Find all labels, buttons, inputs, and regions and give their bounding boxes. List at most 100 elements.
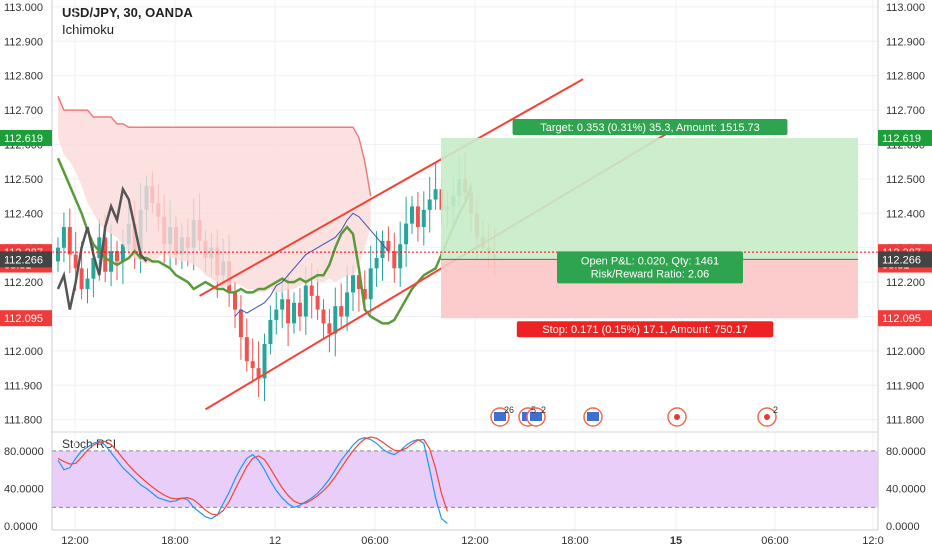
candle-body [85,278,90,289]
candle-body [79,268,84,289]
tenkan-sen [234,212,389,317]
stoch-tick-left: 0.0000 [4,521,38,533]
candle-body [398,244,403,269]
price-badge-left: 112.095 [4,313,43,325]
candle-body [286,299,291,324]
candle-body [67,227,72,255]
candle-body [427,199,432,210]
candle-body [73,254,78,269]
stoch-rsi-label[interactable]: Stoch RSI [62,437,117,451]
event-count: 2 [541,405,546,415]
event-count: 26 [504,405,514,415]
candle-body [333,306,338,334]
candle-body [327,323,332,334]
y-tick-left: 112.900 [4,36,43,48]
candle-body [61,227,66,248]
candle-body [309,285,314,296]
y-tick-left: 112.700 [4,105,43,117]
y-tick-left: 113.000 [4,2,43,14]
x-tick: 06:00 [761,535,789,547]
lagging-line [56,185,148,310]
candle-body [351,275,355,293]
candle-body [91,258,96,279]
candle-body [321,309,326,324]
candle-body [415,206,420,228]
candle-body [238,309,243,338]
candle-body [368,268,373,300]
stoch-tick-left: 40.0000 [4,484,44,496]
candle-body [250,361,255,369]
y-tick-left: 112.500 [4,174,43,186]
candle-body [103,237,108,272]
x-tick: 15 [670,535,682,547]
candle-body [315,295,320,310]
candle-body [256,368,261,379]
stop-label: Stop: 0.171 (0.15%) 17.1, Amount: 750.17 [542,324,747,336]
candle-body [433,189,438,200]
candle-body [233,292,237,310]
candle-body [268,319,273,344]
y-tick-right: 112.500 [886,174,925,186]
event-dot [764,414,770,420]
x-tick: 18:00 [161,535,189,547]
candle-body [404,223,409,245]
y-tick-right: 112.900 [886,36,925,48]
chart-title: USD/JPY, 30, OANDA [62,5,193,20]
price-badge-left: 112.619 [4,133,43,145]
price-badge-bg [878,129,932,146]
candle-body [374,258,379,269]
y-tick-left: 111.900 [4,380,42,392]
senkou-span-b [57,96,372,197]
candle-body [115,251,119,262]
open-pnl-label: Open P&L: 0.020, Qty: 1461 [581,255,719,267]
x-tick: 18:00 [561,535,589,547]
candle-body [274,309,279,320]
y-tick-right: 112.400 [886,208,925,220]
candle-body [339,306,344,317]
stop-label-bg [516,321,774,338]
candle-body [380,240,385,258]
price-badge-bg [878,251,932,268]
candle-body [410,206,414,224]
price-badge-bg-left [0,310,52,327]
target-zone [441,137,858,260]
y-tick-right: 112.000 [886,346,925,358]
candle-body [280,299,285,310]
price-badge-left: 112.266 [4,254,43,266]
candle-body [386,240,391,252]
stoch-k-line [57,437,448,524]
x-tick: 12:00 [461,535,489,547]
y-tick-left: 112.800 [4,71,43,83]
candle-body [120,244,125,262]
candle-body [97,237,102,258]
channel-upper-line [199,78,584,297]
stoch-tick-right: 0.0000 [886,521,920,533]
candle-body [292,302,296,324]
candle-body [392,251,397,269]
y-tick-right: 113.000 [886,2,925,14]
event-count: 5 [531,405,536,415]
event-flag-icon [494,412,506,421]
y-tick-left: 112.200 [4,277,43,289]
target-label-bg [512,118,788,135]
candle-body [244,337,249,362]
price-badge: 112.266 [882,254,921,266]
price-badge-bg-left [0,251,52,268]
y-tick-right: 112.700 [886,105,925,117]
candle-body [56,247,60,262]
y-tick-right: 112.200 [886,277,925,289]
stoch-tick-right: 40.0000 [886,484,926,496]
x-tick: 12:00 [61,535,89,547]
x-tick: 06:00 [361,535,389,547]
event-flag-icon [587,412,599,421]
stoch-tick-left: 80.0000 [4,446,44,458]
price-badge: 112.095 [882,313,921,325]
target-label: Target: 0.353 (0.31%) 35.3, Amount: 1515… [540,122,760,134]
candle-body [356,275,361,289]
stoch-d-line [57,436,448,516]
x-tick: 12 [269,535,281,547]
y-tick-right: 111.900 [886,380,924,392]
candle-body [421,209,426,228]
event-count: 2 [773,405,778,415]
